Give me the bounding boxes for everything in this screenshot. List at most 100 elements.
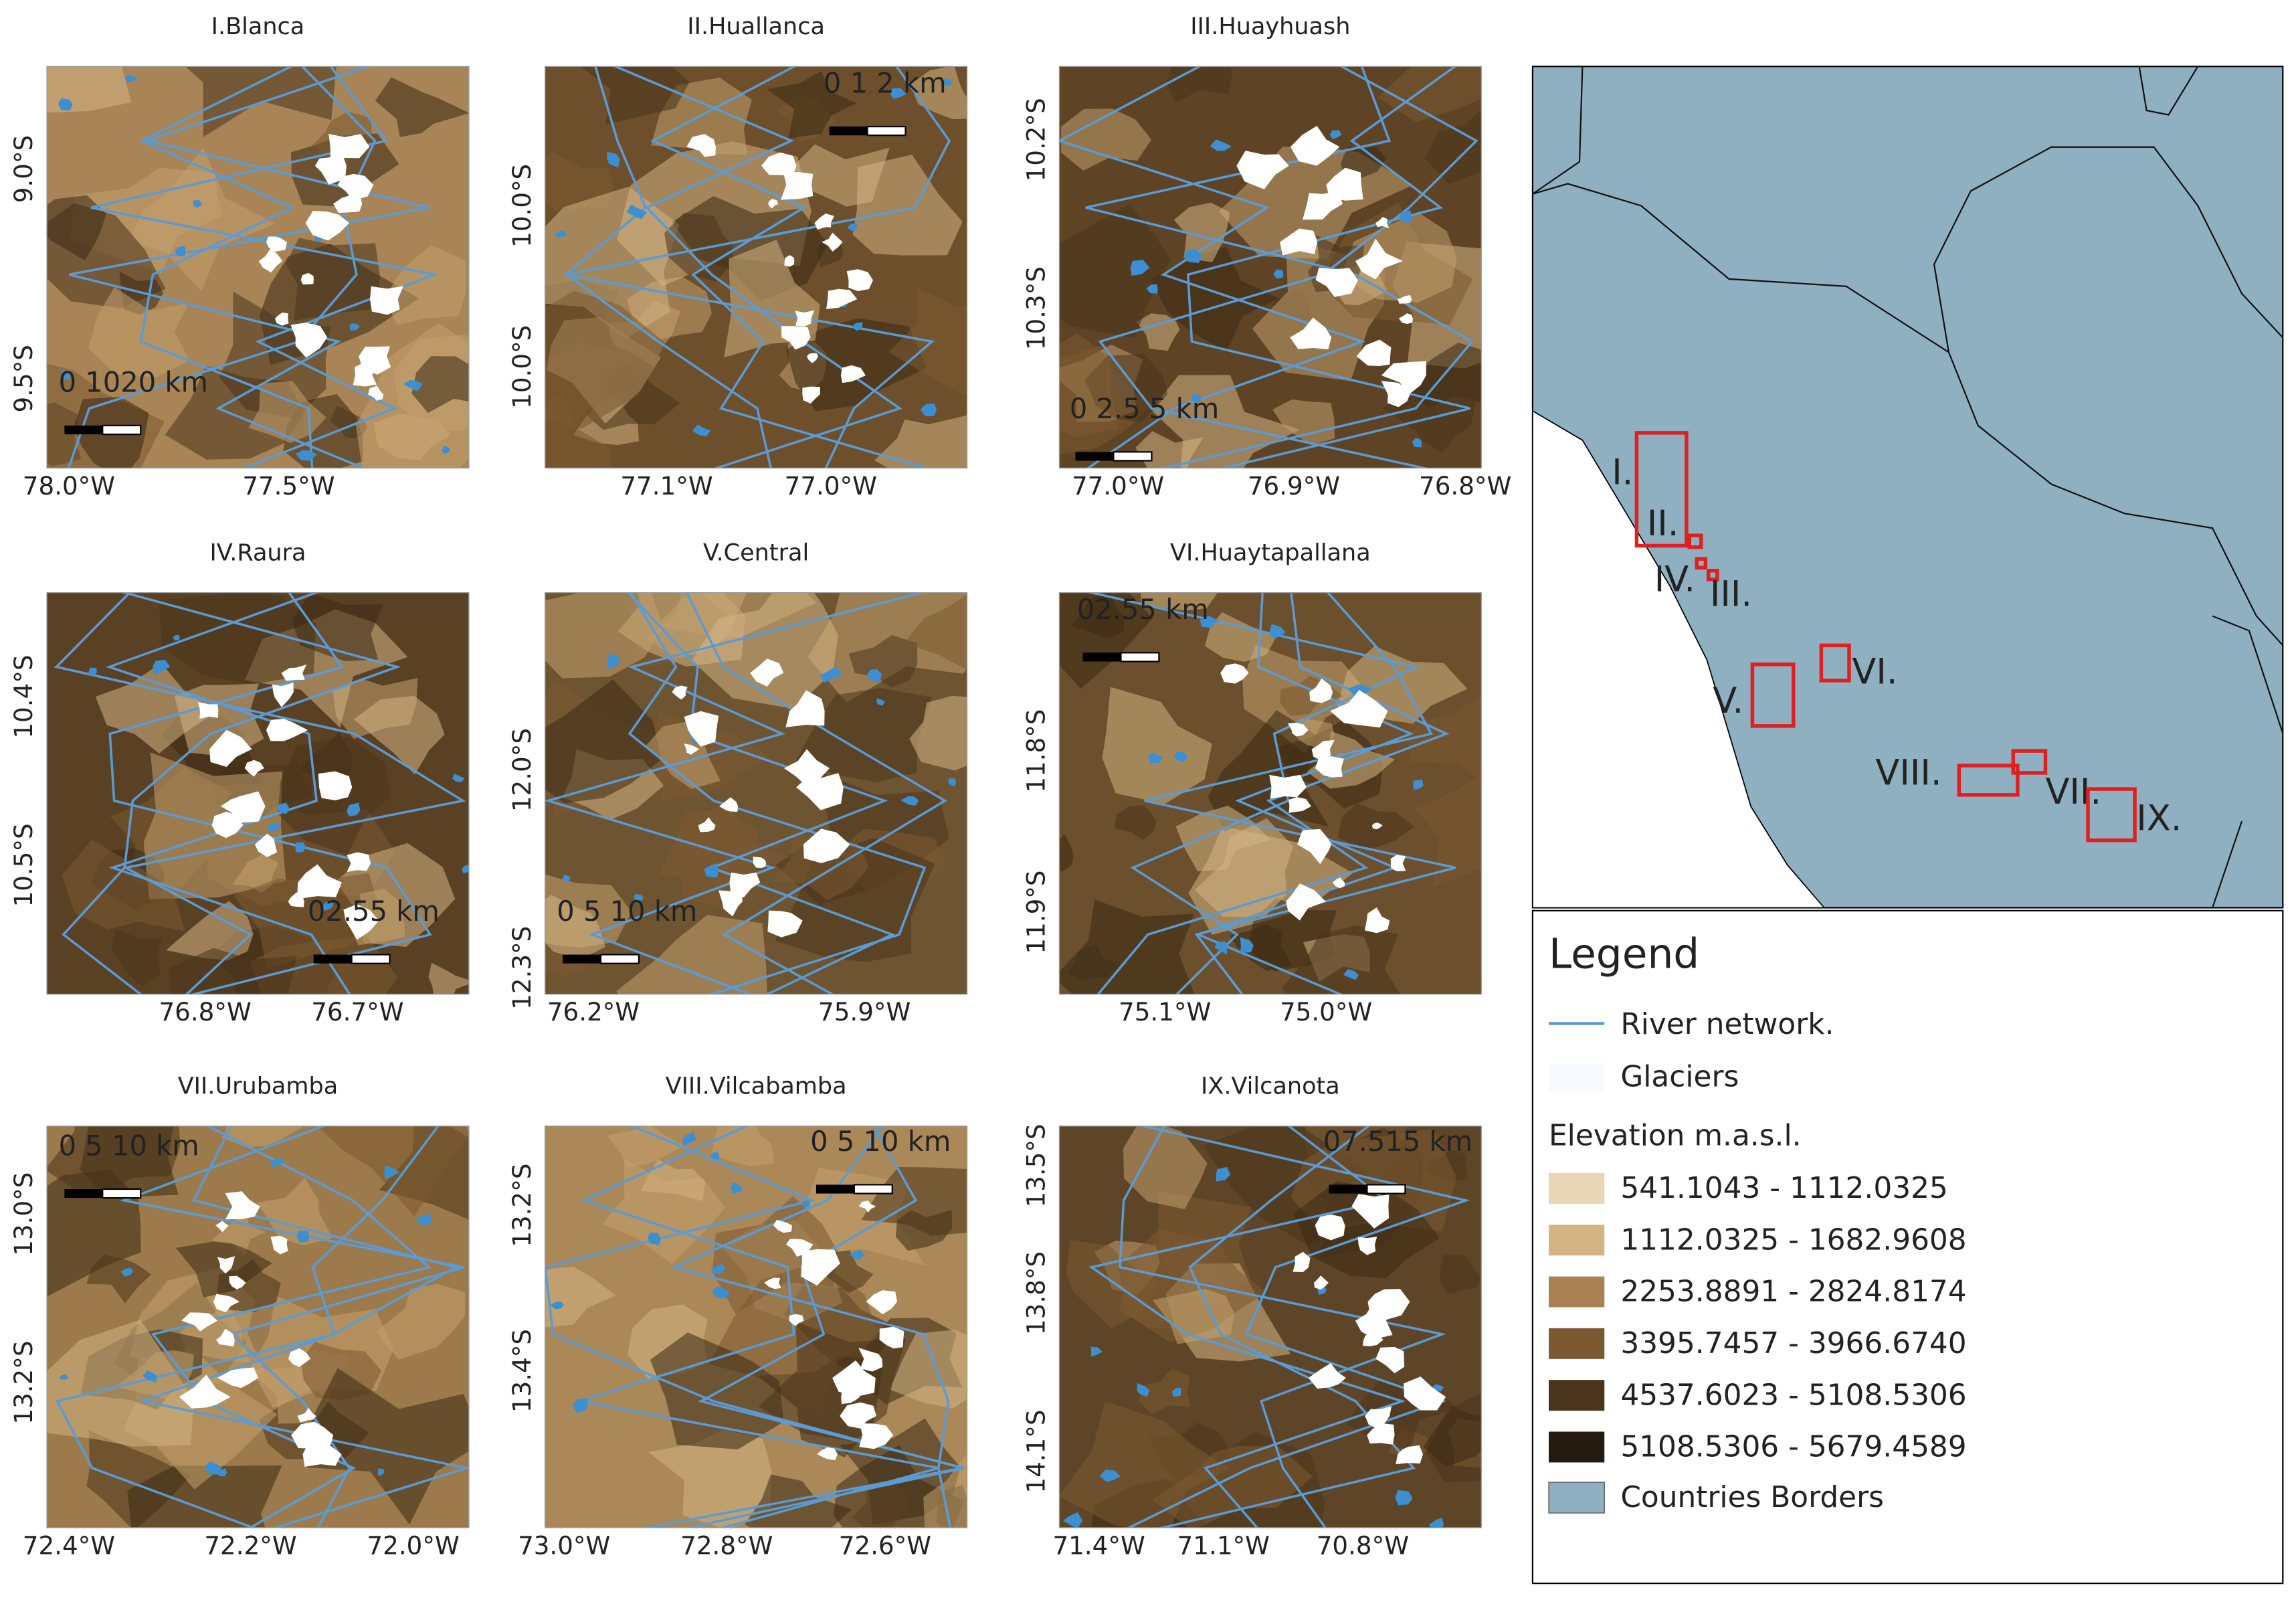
terrain-patch: [375, 1283, 466, 1360]
glacier: [807, 353, 818, 363]
river: [545, 592, 927, 994]
river: [563, 66, 935, 468]
terrain-patch: [1423, 1406, 1482, 1468]
water-body: [710, 1263, 726, 1275]
glacier: [225, 1191, 260, 1220]
glacier: [801, 1249, 840, 1286]
panel-frame: [1058, 592, 1482, 995]
glacier: [1357, 1236, 1377, 1255]
scale-label: 0 1 2 km: [824, 67, 947, 100]
river: [650, 66, 931, 468]
water-body: [193, 200, 203, 207]
glacier: [1315, 268, 1359, 297]
glacier: [244, 760, 264, 777]
legend-swatch: [1549, 1172, 1605, 1204]
water-body: [851, 322, 863, 331]
lon-label: 77.0°W: [785, 471, 877, 501]
glacier: [846, 269, 873, 292]
glacier: [767, 910, 803, 938]
terrain-patch: [848, 635, 918, 688]
map-panel: [545, 1126, 967, 1528]
country-border: [1947, 351, 2284, 646]
lat-label: 10.0°S: [507, 325, 537, 409]
lat-label: 9.5°S: [9, 345, 38, 412]
glacier: [288, 1348, 311, 1367]
water-body: [1173, 751, 1188, 762]
scale-bar-black: [313, 954, 352, 964]
scale-bar-black: [1329, 1184, 1367, 1194]
terrain-patch: [1424, 109, 1482, 184]
panel-frame: [46, 66, 470, 469]
water-body: [1273, 269, 1284, 279]
terrain-patch: [909, 695, 967, 771]
terrain-patch: [1440, 1254, 1481, 1295]
glacier: [729, 872, 761, 898]
map-panel: [47, 66, 469, 468]
terrain-patch: [211, 1212, 266, 1256]
terrain-patch: [708, 1261, 879, 1415]
region-box: [1695, 557, 1708, 570]
terrain-patch: [88, 287, 190, 377]
glacier: [858, 1348, 883, 1372]
glacier: [1375, 1346, 1405, 1374]
lat-label: 13.5°S: [1022, 1124, 1051, 1207]
glacier: [858, 1201, 876, 1213]
lat-label: 12.0°S: [507, 728, 537, 812]
legend-subtitle: Elevation m.a.s.l.: [1549, 1118, 1802, 1152]
panel-frame: [46, 1126, 470, 1528]
glacier: [1309, 678, 1333, 703]
water-body: [850, 1249, 865, 1260]
glacier: [866, 1290, 898, 1315]
glacier: [353, 361, 377, 387]
terrain-patch: [607, 1126, 684, 1168]
terrain-patch: [1102, 687, 1212, 804]
terrain-patch: [648, 1429, 772, 1528]
terrain-patch: [1152, 1445, 1313, 1528]
lon-label: 72.4°W: [23, 1530, 115, 1560]
water-body: [452, 774, 465, 783]
terrain-patch: [1135, 431, 1204, 468]
water-body: [204, 1461, 222, 1475]
terrain-patch: [1173, 202, 1230, 262]
glacier: [1367, 1423, 1395, 1445]
water-body: [1214, 941, 1228, 955]
glacier: [281, 664, 307, 681]
scale-label: 07.515 km: [1323, 1125, 1472, 1158]
terrain-patch: [1114, 804, 1157, 840]
scale-bar-white: [866, 126, 906, 137]
river: [685, 592, 947, 994]
glacier: [1355, 1300, 1393, 1340]
lat-label: 13.2°S: [9, 1341, 38, 1425]
glacier: [370, 286, 404, 315]
terrain-patch: [1059, 204, 1171, 339]
scale-bar-white: [1120, 652, 1160, 662]
panel-frame: [1058, 1126, 1482, 1528]
scale-bar-white: [102, 424, 142, 436]
terrain-patch: [786, 318, 927, 412]
terrain-patch: [923, 1453, 967, 1528]
glacier: [266, 719, 308, 741]
river: [545, 1126, 963, 1528]
lon-label: 78.0°W: [23, 471, 115, 501]
glacier: [275, 313, 289, 326]
water-body: [731, 1182, 743, 1194]
glacier: [337, 173, 374, 201]
glacier: [785, 690, 825, 727]
lat-label: 10.5°S: [9, 823, 38, 907]
water-body: [1148, 752, 1163, 764]
river: [1186, 66, 1471, 468]
river: [1096, 592, 1450, 994]
glacier: [270, 1235, 288, 1255]
map-panel: [1059, 1126, 1482, 1528]
glacier: [288, 892, 304, 907]
scale-label: 0 2.5 5 km: [1070, 392, 1219, 425]
scale-bar-white: [1366, 1184, 1406, 1194]
river: [1085, 66, 1474, 468]
glacier: [333, 195, 363, 213]
glacier: [761, 152, 797, 176]
glacier: [296, 864, 342, 899]
lon-label: 76.8°W: [159, 997, 251, 1027]
glacier: [796, 773, 844, 810]
panel-title: V.Central: [703, 539, 809, 566]
glacier: [1293, 1251, 1311, 1272]
